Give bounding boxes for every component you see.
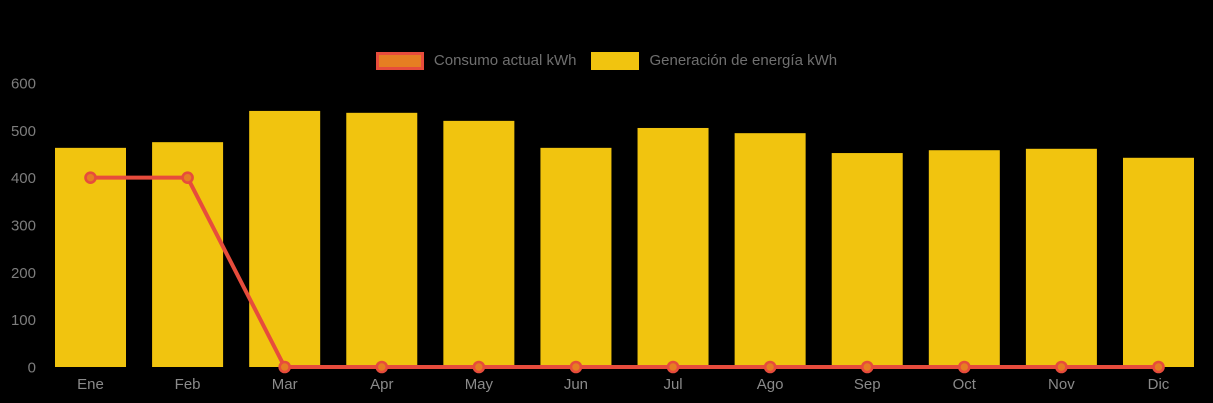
x-axis-label-jun: Jun [564, 376, 588, 393]
consumption-point-apr[interactable] [375, 360, 389, 374]
consumption-point-nov[interactable] [1055, 360, 1068, 374]
x-axis-label-feb: Feb [175, 376, 201, 393]
consumption-point-may[interactable] [472, 360, 486, 374]
x-axis-label-sep: Sep [854, 376, 881, 393]
consumption-line [88, 175, 1161, 369]
consumption-point-ene[interactable] [84, 171, 97, 184]
x-axis-label-ago: Ago [757, 376, 784, 393]
generation-bar-dic[interactable] [1122, 157, 1194, 367]
consumption-point-ago[interactable] [763, 360, 777, 374]
consumption-point-jun[interactable] [569, 360, 583, 374]
generation-bar-jul[interactable] [637, 127, 709, 367]
y-axis-tick-label: 300 [11, 218, 36, 235]
x-axis-label-jul: Jul [663, 376, 682, 393]
x-axis-label-ene: Ene [77, 376, 104, 393]
legend-label-generacion: Generación de energía kWh [649, 52, 838, 69]
x-axis-label-nov: Nov [1048, 376, 1075, 393]
x-axis-label-may: May [465, 376, 494, 393]
consumption-point-jul[interactable] [666, 360, 680, 374]
chart-legend: Consumo actual kWh Generación de energía… [0, 52, 1213, 70]
generation-bar-mar[interactable] [249, 110, 321, 367]
generation-bar-nov[interactable] [1025, 148, 1097, 367]
generation-bar-sep[interactable] [831, 153, 903, 367]
x-axis-label-dic: Dic [1148, 376, 1170, 393]
legend-swatch-generacion [591, 52, 640, 70]
y-axis-tick-label: 0 [28, 360, 36, 377]
consumption-point-sep[interactable] [860, 360, 874, 374]
consumption-point-feb[interactable] [181, 171, 194, 184]
y-axis-tick-label: 400 [11, 170, 36, 187]
x-axis-label-mar: Mar [272, 376, 298, 393]
generation-bar-jun[interactable] [540, 147, 612, 367]
y-axis-tick-label: 100 [11, 312, 36, 329]
generation-bar-apr[interactable] [346, 112, 418, 367]
y-axis-tick-label: 200 [11, 265, 36, 282]
consumption-point-oct[interactable] [958, 360, 971, 374]
consumption-point-mar[interactable] [278, 360, 291, 374]
legend-label-consumo: Consumo actual kWh [433, 52, 577, 69]
generation-bar-ago[interactable] [734, 133, 806, 367]
legend-item-generacion[interactable]: Generación de energía kWh [591, 52, 837, 70]
legend-swatch-consumo [375, 52, 424, 70]
x-axis-label-apr: Apr [370, 376, 393, 393]
x-axis-label-oct: Oct [953, 376, 977, 393]
generation-bar-may[interactable] [443, 120, 515, 367]
generation-bar-oct[interactable] [928, 150, 1000, 367]
consumption-point-dic[interactable] [1152, 360, 1165, 374]
legend-item-consumo[interactable]: Consumo actual kWh [375, 52, 577, 70]
generation-bar-ene[interactable] [55, 147, 126, 367]
y-axis-tick-label: 500 [11, 123, 36, 140]
y-axis-tick-label: 600 [11, 76, 36, 93]
